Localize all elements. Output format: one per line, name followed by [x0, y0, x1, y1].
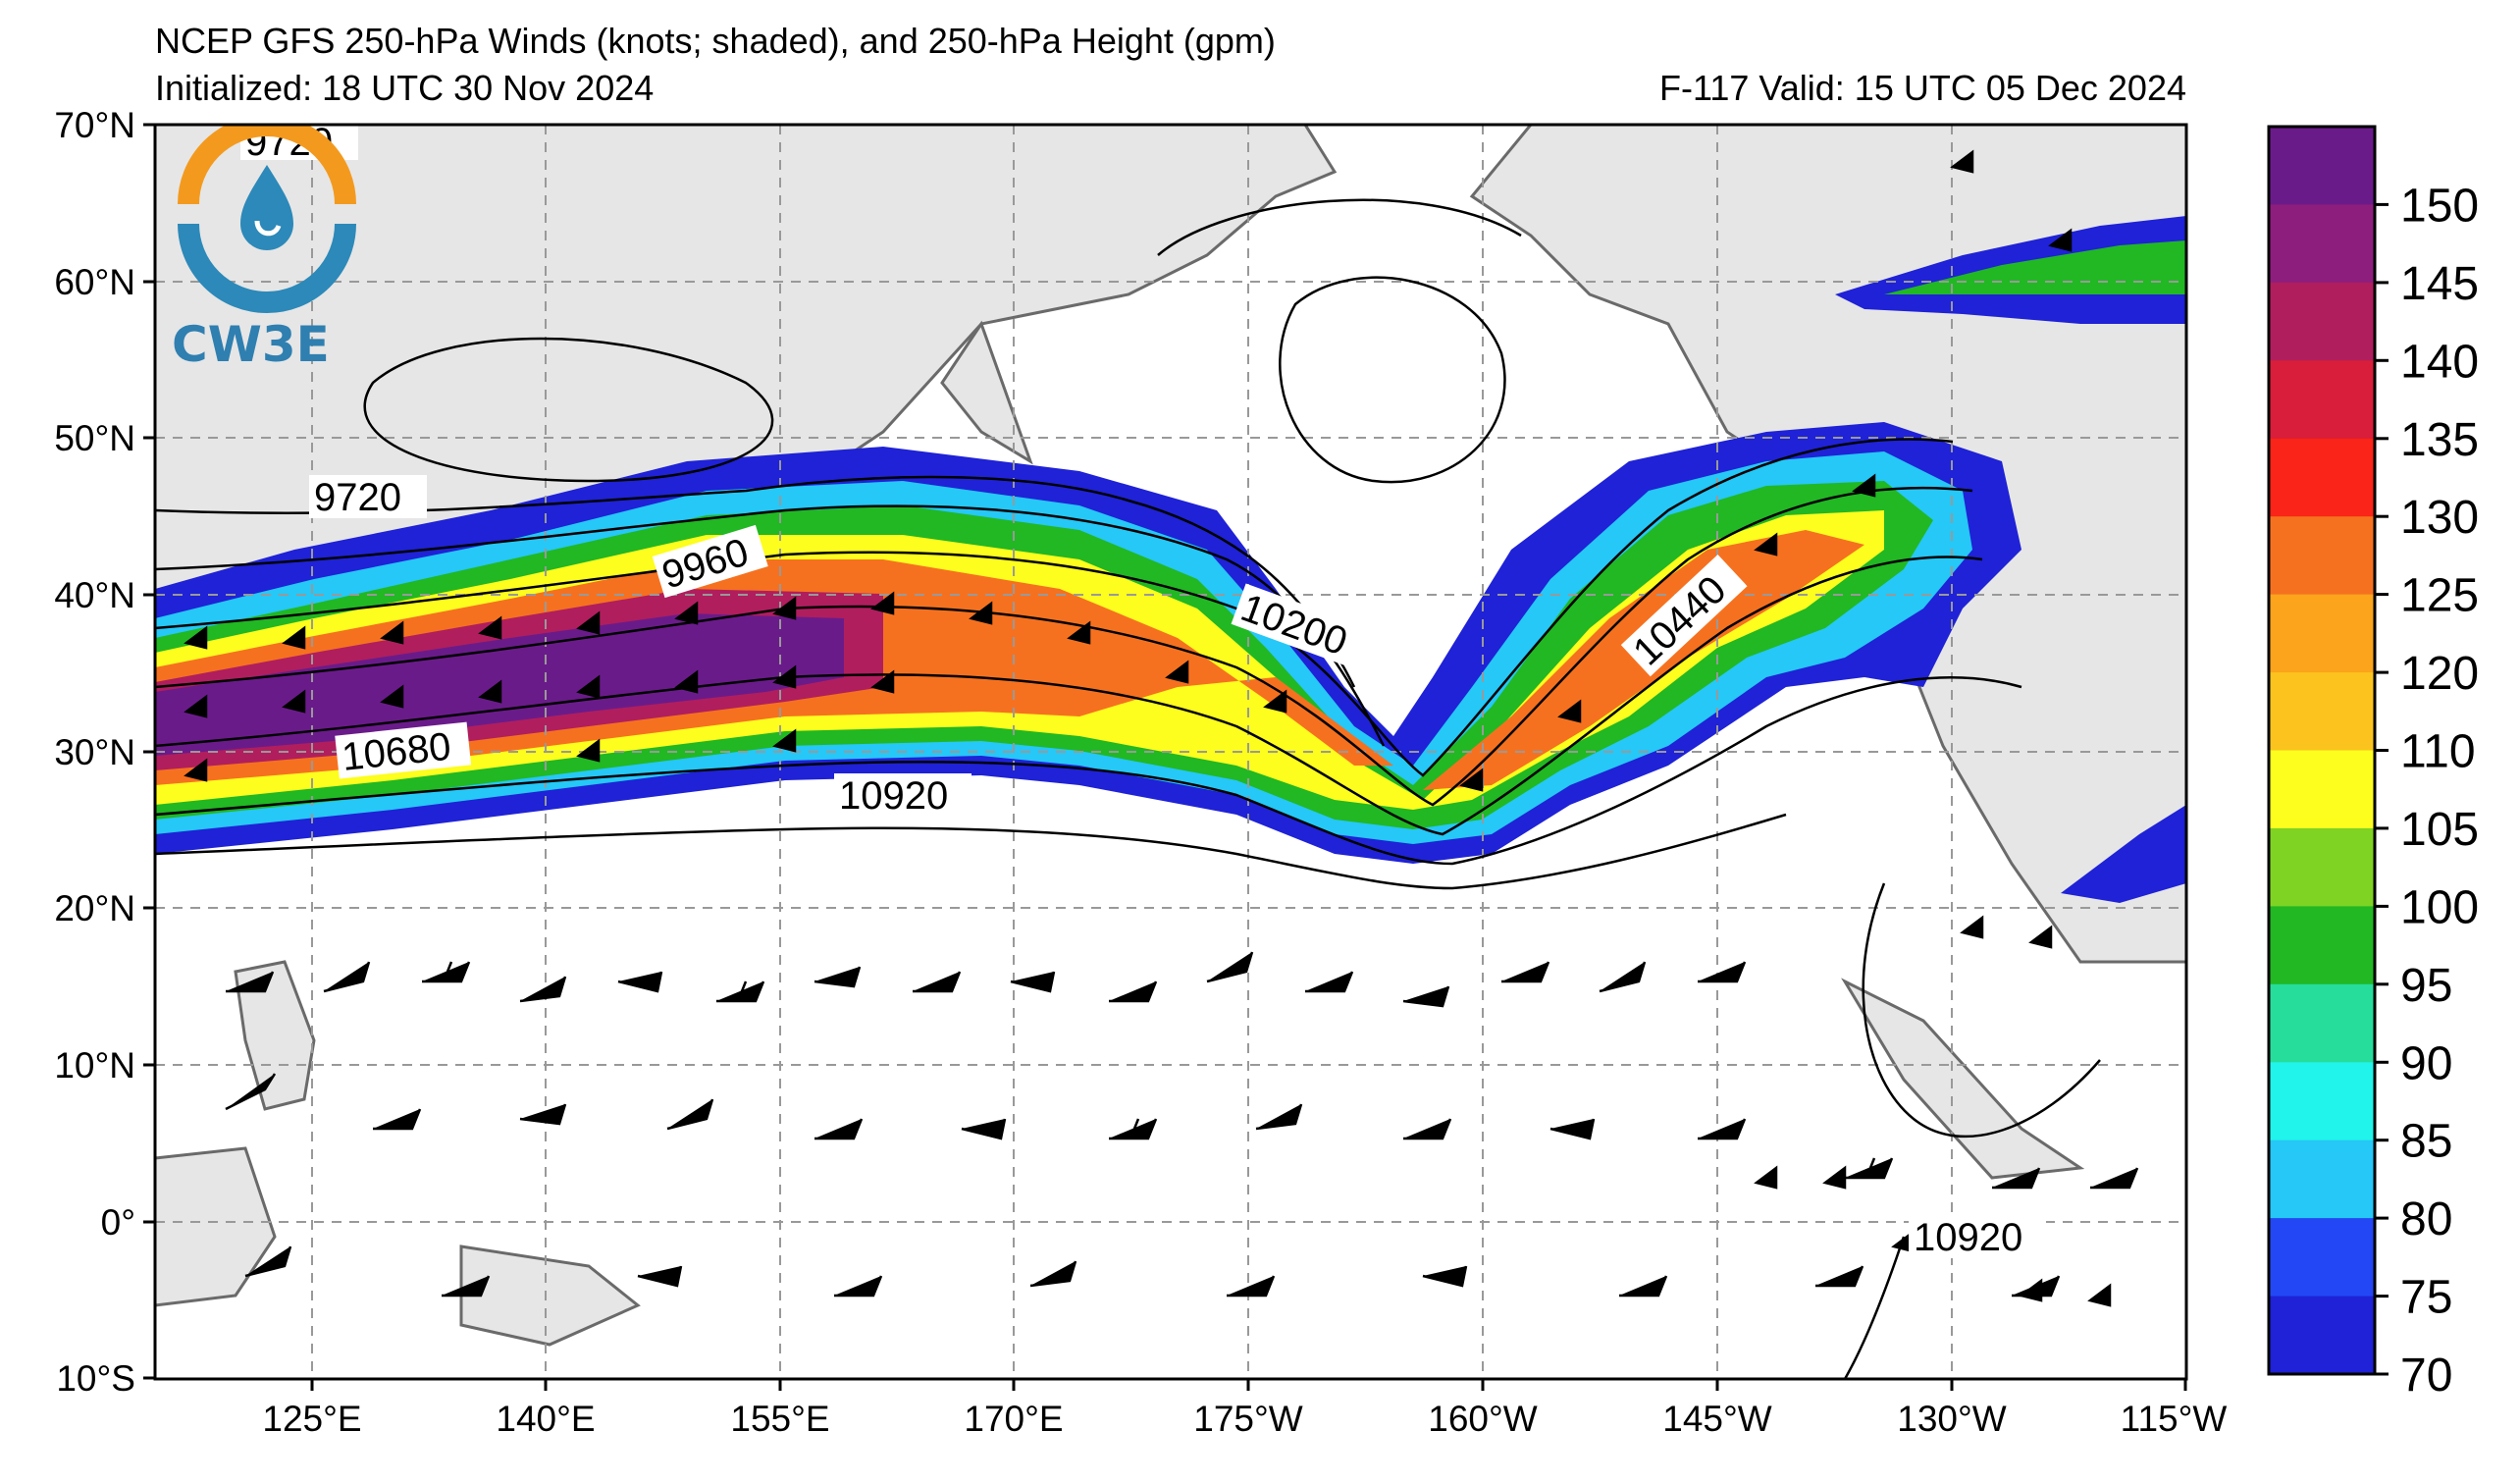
colorbar-segment	[2269, 906, 2375, 985]
colorbar-segment	[2269, 127, 2375, 205]
colorbar-label: 80	[2400, 1193, 2452, 1245]
colorbar-label: 70	[2400, 1350, 2452, 1402]
colorbar-segment	[2269, 204, 2375, 284]
colorbar-label: 120	[2400, 648, 2479, 700]
contour-label-10920: 10920	[839, 774, 948, 818]
colorbar-segment	[2269, 827, 2375, 907]
longitude-axis: 125°E 140°E 155°E 170°E 175°W 160°W 145°…	[262, 1379, 2227, 1439]
lon-label-175w: 175°W	[1193, 1399, 1303, 1439]
jet-southeast	[2061, 805, 2186, 903]
borneo	[155, 1146, 277, 1307]
colorbar-labels: 150 145 140 135 130 125 120 110 105 100 95 90 85 80 75…	[2375, 180, 2479, 1402]
lat-label-20n: 20°N	[54, 888, 135, 928]
colorbar-segment	[2269, 594, 2375, 673]
colorbar-label: 110	[2400, 726, 2476, 778]
water-drop-icon	[240, 165, 293, 250]
colorbar-label: 90	[2400, 1037, 2452, 1089]
colorbar: 150 145 140 135 130 125 120 110 105 100 95 90 85 80 75…	[2267, 125, 2479, 1402]
colorbar-segment	[2269, 438, 2375, 517]
colorbar-segment	[2269, 360, 2375, 440]
lon-label-160w: 160°W	[1428, 1399, 1538, 1439]
lat-label-50n: 50°N	[54, 418, 135, 458]
logo-text: CW3E	[172, 316, 330, 373]
lat-label-60n: 60°N	[54, 262, 135, 302]
lon-label-170e: 170°E	[964, 1399, 1063, 1439]
lat-label-10n: 10°N	[54, 1045, 135, 1086]
colorbar-segment	[2269, 672, 2375, 752]
lat-label-0: 0°	[101, 1202, 135, 1243]
colorbar-segment	[2269, 1139, 2375, 1219]
height-contours	[155, 198, 2101, 1379]
colorbar-label: 100	[2400, 881, 2479, 933]
lon-label-155e: 155°E	[730, 1399, 829, 1439]
colorbar-segment	[2269, 750, 2375, 829]
lon-label-145w: 145°W	[1662, 1399, 1772, 1439]
lat-label-10s: 10°S	[56, 1358, 135, 1399]
lon-label-115w: 115°W	[2121, 1399, 2228, 1439]
lat-lon-grid	[155, 125, 2186, 1379]
colorbar-label: 105	[2400, 804, 2479, 856]
lat-label-30n: 30°N	[54, 732, 135, 772]
colorbar-label: 75	[2400, 1272, 2452, 1324]
lon-label-125e: 125°E	[262, 1399, 361, 1439]
colorbar-segments	[2269, 127, 2375, 1375]
latitude-axis: 70°N 60°N 50°N 40°N 30°N 20°N 10°N 0° 10…	[54, 105, 155, 1399]
colorbar-segment	[2269, 1218, 2375, 1298]
colorbar-label: 135	[2400, 414, 2479, 466]
colorbar-label: 145	[2400, 258, 2479, 310]
colorbar-label: 95	[2400, 960, 2452, 1012]
lon-label-130w: 130°W	[1897, 1399, 2007, 1439]
contour-label-10920-south: 10920	[1914, 1216, 2022, 1259]
philippines	[234, 960, 316, 1111]
lon-label-140e: 140°E	[496, 1399, 595, 1439]
colorbar-label: 150	[2400, 180, 2479, 232]
colorbar-segment	[2269, 1296, 2375, 1375]
colorbar-label: 125	[2400, 570, 2479, 622]
colorbar-label: 85	[2400, 1116, 2452, 1168]
logo-ring-bottom	[178, 223, 356, 313]
colorbar-segment	[2269, 983, 2375, 1063]
colorbar-label: 140	[2400, 336, 2479, 388]
colorbar-segment	[2269, 282, 2375, 361]
map-panel: 9720 9720 9960 10200 10440 10680	[153, 123, 2188, 1381]
colorbar-segment	[2269, 1062, 2375, 1141]
initialized-time: Initialized: 18 UTC 30 Nov 2024	[155, 68, 655, 108]
new-guinea	[459, 1245, 641, 1347]
contour-label-9720: 9720	[314, 476, 401, 519]
colorbar-label: 130	[2400, 492, 2479, 544]
lat-label-40n: 40°N	[54, 575, 135, 615]
lat-label-70n: 70°N	[54, 105, 135, 145]
map-title: NCEP GFS 250-hPa Winds (knots; shaded), …	[155, 21, 1276, 61]
baja-mexico	[1841, 978, 2085, 1180]
colorbar-segment	[2269, 516, 2375, 596]
valid-time: F-117 Valid: 15 UTC 05 Dec 2024	[1659, 68, 2186, 108]
